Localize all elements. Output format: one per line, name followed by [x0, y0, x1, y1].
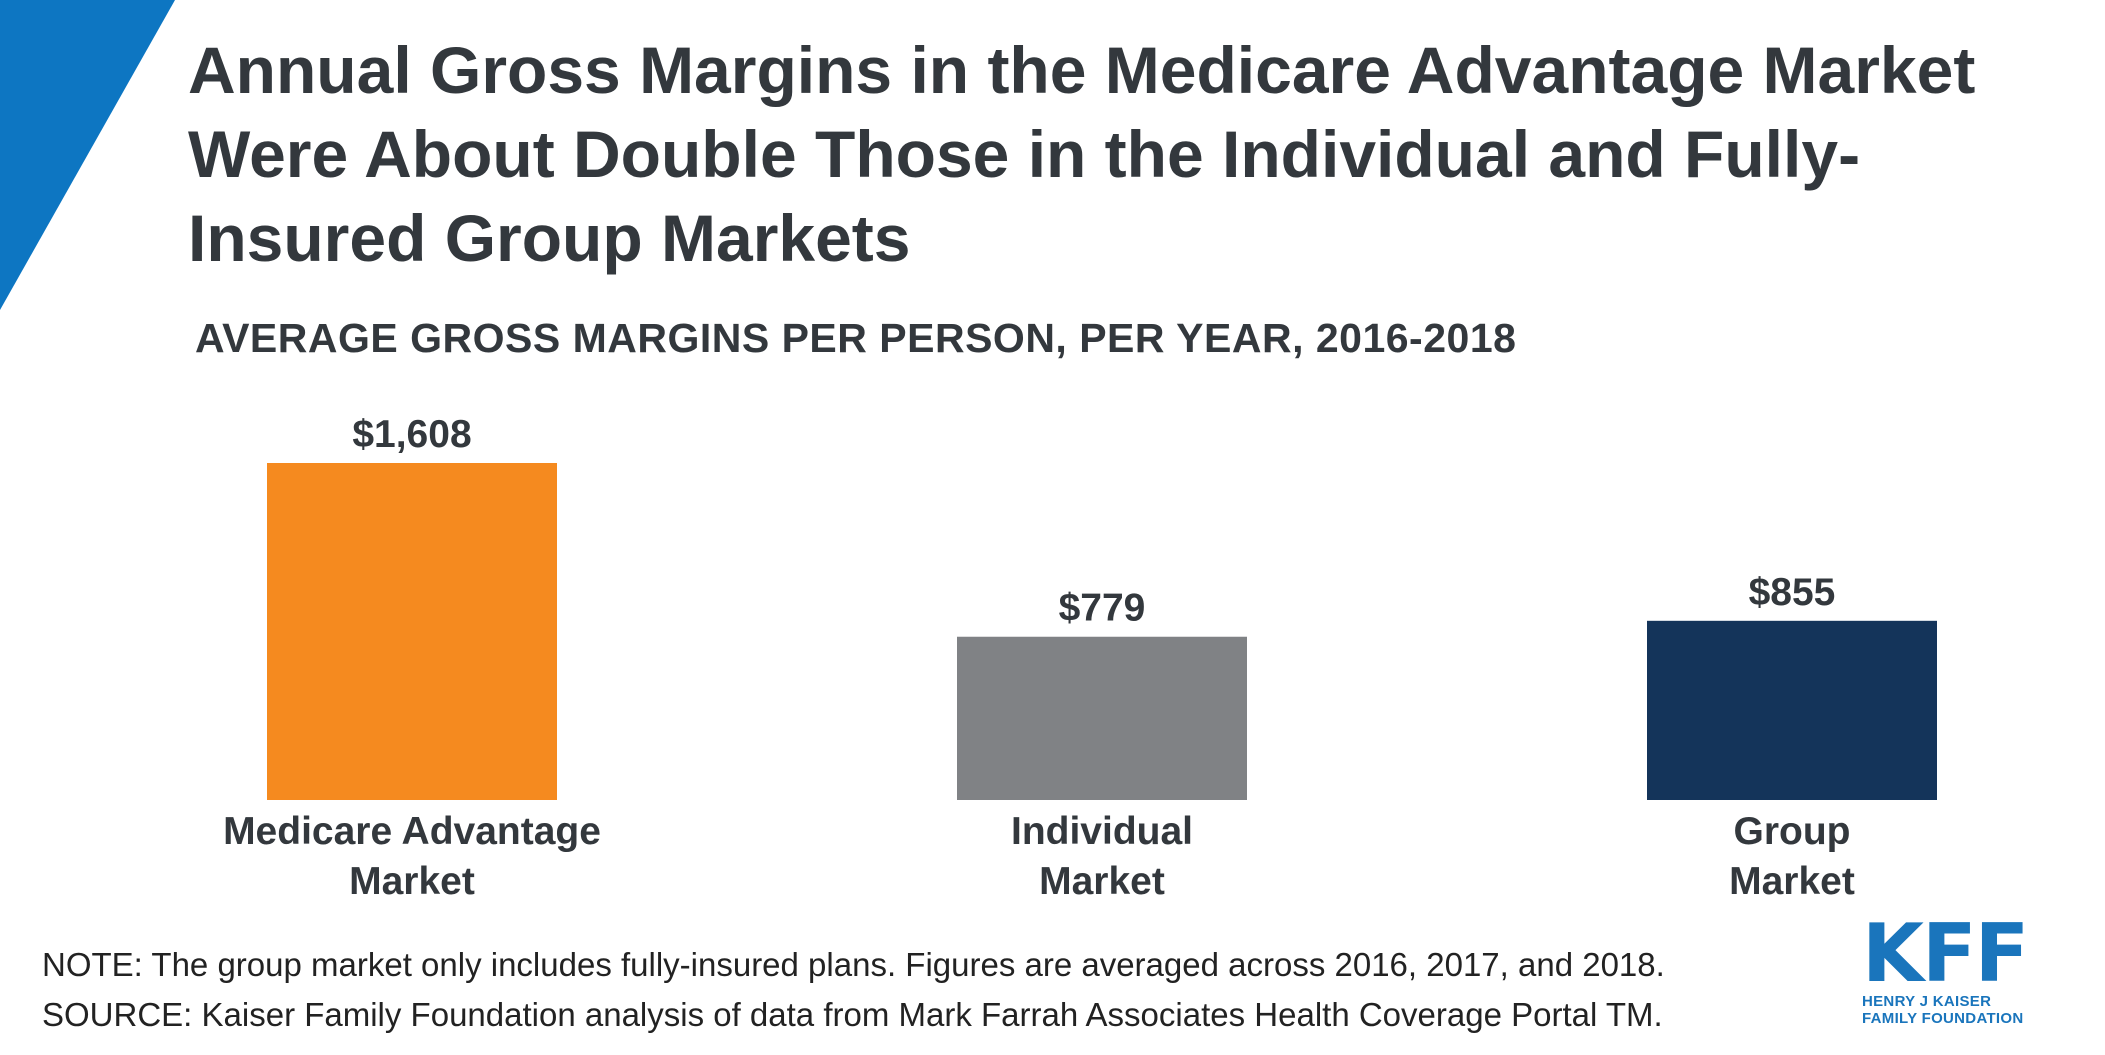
- kff-logo-line1: HENRY J KAISER: [1862, 993, 1992, 1010]
- footer: NOTE: The group market only includes ful…: [42, 940, 1665, 1040]
- corner-accent: [0, 0, 175, 310]
- note-text: NOTE: The group market only includes ful…: [42, 946, 1665, 983]
- kff-logo: KFF HENRY J KAISER FAMILY FOUNDATION: [1862, 907, 2032, 1028]
- chart-subtitle: AVERAGE GROSS MARGINS PER PERSON, PER YE…: [195, 315, 1517, 361]
- category-label: Market: [349, 860, 475, 903]
- category-label: Medicare Advantage: [223, 810, 601, 853]
- category-label: Individual: [1011, 810, 1193, 853]
- category-label: Group: [1734, 810, 1851, 853]
- bar: [957, 636, 1247, 800]
- category-label: Market: [1039, 860, 1165, 903]
- data-label: $779: [1059, 587, 1146, 630]
- bar: [267, 463, 557, 800]
- category-label: Market: [1729, 860, 1855, 903]
- chart-title: Annual Gross Margins in the Medicare Adv…: [188, 33, 1976, 275]
- bar: [1647, 620, 1937, 800]
- data-label: $1,608: [352, 413, 471, 456]
- data-label: $855: [1749, 571, 1836, 614]
- kff-logo-line2: FAMILY FOUNDATION: [1862, 1010, 2024, 1027]
- kff-logo-mark: KFF: [1862, 907, 2029, 1000]
- source-text: SOURCE: Kaiser Family Foundation analysi…: [42, 996, 1663, 1033]
